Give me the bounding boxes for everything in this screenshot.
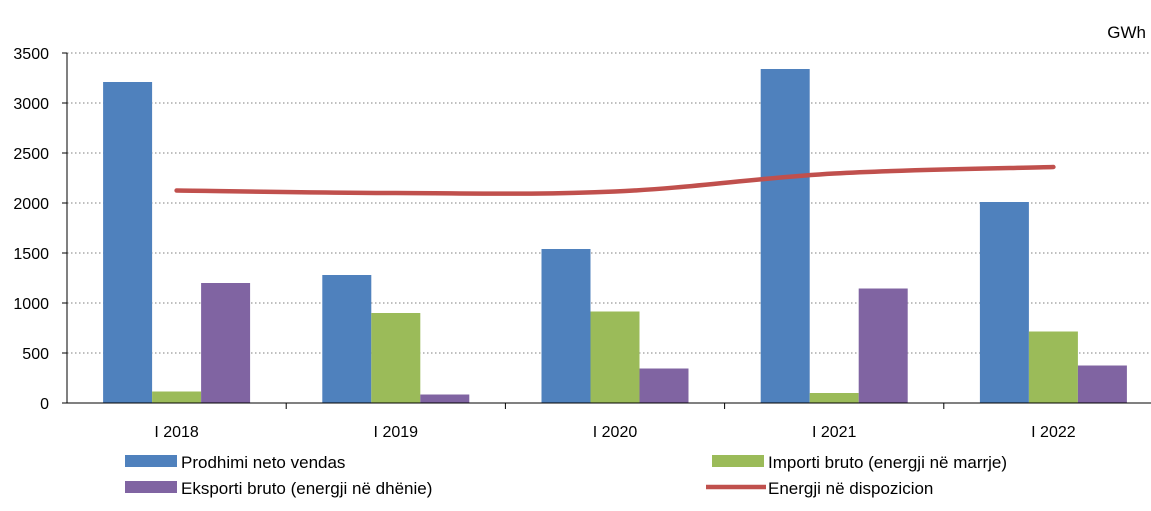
bar-1-3 — [541, 249, 591, 403]
bar-1-1 — [103, 82, 153, 403]
axes: 0 500 1000 1500 2000 2500 3000 3500 I 2018 I 2019… — [13, 46, 1151, 441]
line-series — [174, 164, 1056, 196]
x-tick-label-4: I 2021 — [812, 424, 857, 441]
x-tick-label-3: I 2020 — [593, 424, 638, 441]
bar-2-3 — [590, 311, 640, 403]
bar-3-1 — [201, 283, 251, 403]
x-tick-label-2: I 2019 — [374, 424, 419, 441]
legend-swatch-2 — [712, 455, 764, 467]
legend-label-3: Eksporti bruto (energji në dhënie) — [181, 479, 432, 498]
y-tick-label-3500: 3500 — [13, 46, 49, 63]
bar-1-2 — [322, 275, 372, 403]
legend-label-2: Importi bruto (energji në marrje) — [768, 453, 1007, 472]
bar-3-2 — [420, 394, 470, 403]
bar-2-5 — [1028, 331, 1078, 403]
y-tick-label-500: 500 — [22, 346, 49, 363]
bar-3-5 — [1077, 365, 1127, 403]
bar-1-5 — [979, 202, 1029, 403]
y-tick-label-2500: 2500 — [13, 146, 49, 163]
x-tick-label-5: I 2022 — [1031, 424, 1076, 441]
bar-2-1 — [152, 391, 202, 403]
legend: Prodhimi neto vendas Importi bruto (energ… — [125, 453, 1007, 498]
y-tick-label-1500: 1500 — [13, 246, 49, 263]
line-series-path — [174, 164, 1056, 196]
y-tick-label-0: 0 — [40, 396, 49, 413]
legend-swatch-1 — [125, 455, 177, 467]
x-tick-label-1: I 2018 — [154, 424, 199, 441]
y-tick-label-1000: 1000 — [13, 296, 49, 313]
y-tick-label-3000: 3000 — [13, 96, 49, 113]
legend-swatch-3 — [125, 481, 177, 493]
bar-3-3 — [639, 368, 689, 403]
y-tick-label-2000: 2000 — [13, 196, 49, 213]
unit-label: GWh — [1107, 23, 1146, 42]
bars — [103, 69, 1127, 403]
legend-label-1: Prodhimi neto vendas — [181, 453, 345, 472]
bar-3-4 — [858, 288, 908, 403]
legend-label-4: Energji në dispozicion — [768, 479, 933, 498]
bar-2-2 — [371, 313, 421, 403]
bar-1-4 — [760, 69, 810, 403]
bar-2-4 — [809, 393, 859, 403]
